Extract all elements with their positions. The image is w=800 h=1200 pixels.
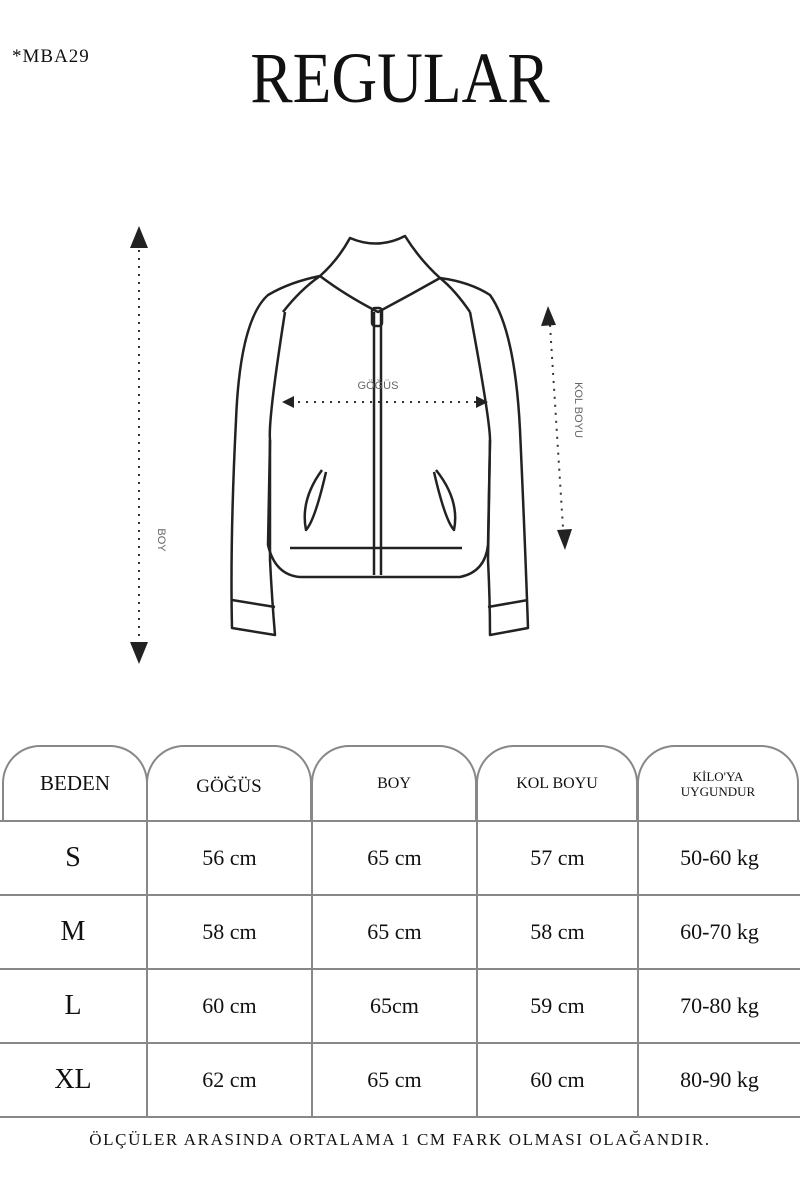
product-code: *MBA29 [12,46,90,67]
sleeve-cell: 58 cm [476,896,637,968]
table-row: XL 62 cm 65 cm 60 cm 80-90 kg [0,1042,800,1118]
size-table: BEDEN GÖĞÜS BOY KOL BOYU KİLO'YA UYGUNDU… [0,745,800,1118]
length-cell: 65cm [311,970,476,1042]
length-cell: 65 cm [311,1044,476,1116]
chest-label: GÖĞÜS [358,379,399,392]
chest-cell: 58 cm [146,896,311,968]
size-cell: M [60,916,86,947]
tolerance-note: ÖLÇÜLER ARASINDA ORTALAMA 1 CM FARK OLMA… [89,1130,711,1149]
weight-cell: 50-60 kg [637,822,800,894]
size-cell: S [65,842,81,873]
header-weight: KİLO'YA UYGUNDUR [637,745,799,820]
sleeve-cell: 60 cm [476,1044,637,1116]
sleeve-cell: 57 cm [476,822,637,894]
fit-title: REGULAR [250,38,550,118]
table-header: BEDEN GÖĞÜS BOY KOL BOYU KİLO'YA UYGUNDU… [0,745,800,820]
chest-cell: 62 cm [146,1044,311,1116]
weight-cell: 80-90 kg [637,1044,800,1116]
table-body: S 56 cm 65 cm 57 cm 50-60 kg M 58 cm 65 … [0,820,800,1118]
chest-cell: 56 cm [146,822,311,894]
header-chest: GÖĞÜS [146,745,312,820]
header-sleeve: KOL BOYU [476,745,638,820]
length-label: BOY [155,528,167,552]
sleeve-label: KOL BOYU [572,382,584,438]
weight-cell: 60-70 kg [637,896,800,968]
weight-cell: 70-80 kg [637,970,800,1042]
table-row: S 56 cm 65 cm 57 cm 50-60 kg [0,820,800,894]
length-cell: 65 cm [311,822,476,894]
chest-cell: 60 cm [146,970,311,1042]
sleeve-arrow-icon [541,306,572,550]
chest-arrow-icon [282,396,488,408]
header-length: BOY [311,745,477,820]
size-cell: XL [54,1064,92,1095]
length-arrow-icon [130,226,148,664]
length-cell: 65 cm [311,896,476,968]
header-size: BEDEN [2,745,148,820]
sleeve-cell: 59 cm [476,970,637,1042]
size-cell: L [64,990,82,1021]
jacket-diagram: GÖĞÜS BOY KOL BOYU [130,226,584,664]
jacket-outline-icon [230,234,530,637]
table-row: M 58 cm 65 cm 58 cm 60-70 kg [0,894,800,968]
table-row: L 60 cm 65cm 59 cm 70-80 kg [0,968,800,1042]
